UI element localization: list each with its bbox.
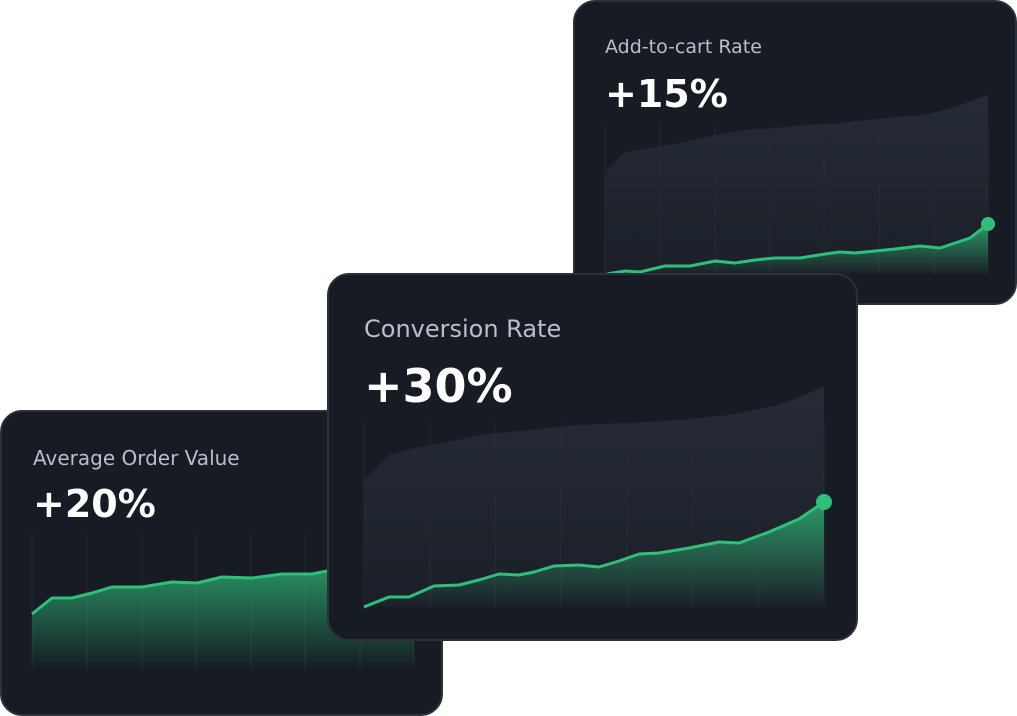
trend-area [607,224,988,274]
card-title: Add-to-cart Rate [605,36,762,58]
metric-card: Conversion Rate +30% [327,273,858,641]
trend-line [363,500,825,609]
trend-dot [981,217,995,231]
metric-card: Add-to-cart Rate +15% [573,0,1017,305]
card-value: +30% [364,359,513,413]
sparkline [363,387,832,609]
card-value: +15% [605,72,728,116]
background-area [605,95,988,274]
trend-line [606,222,989,276]
trend-line [31,560,415,616]
card-title: Average Order Value [33,446,240,470]
trend-dot [816,494,832,510]
sparkline [604,95,995,276]
card-title: Conversion Rate [364,315,562,343]
card-value: +20% [33,482,156,526]
trend-area [32,562,414,670]
